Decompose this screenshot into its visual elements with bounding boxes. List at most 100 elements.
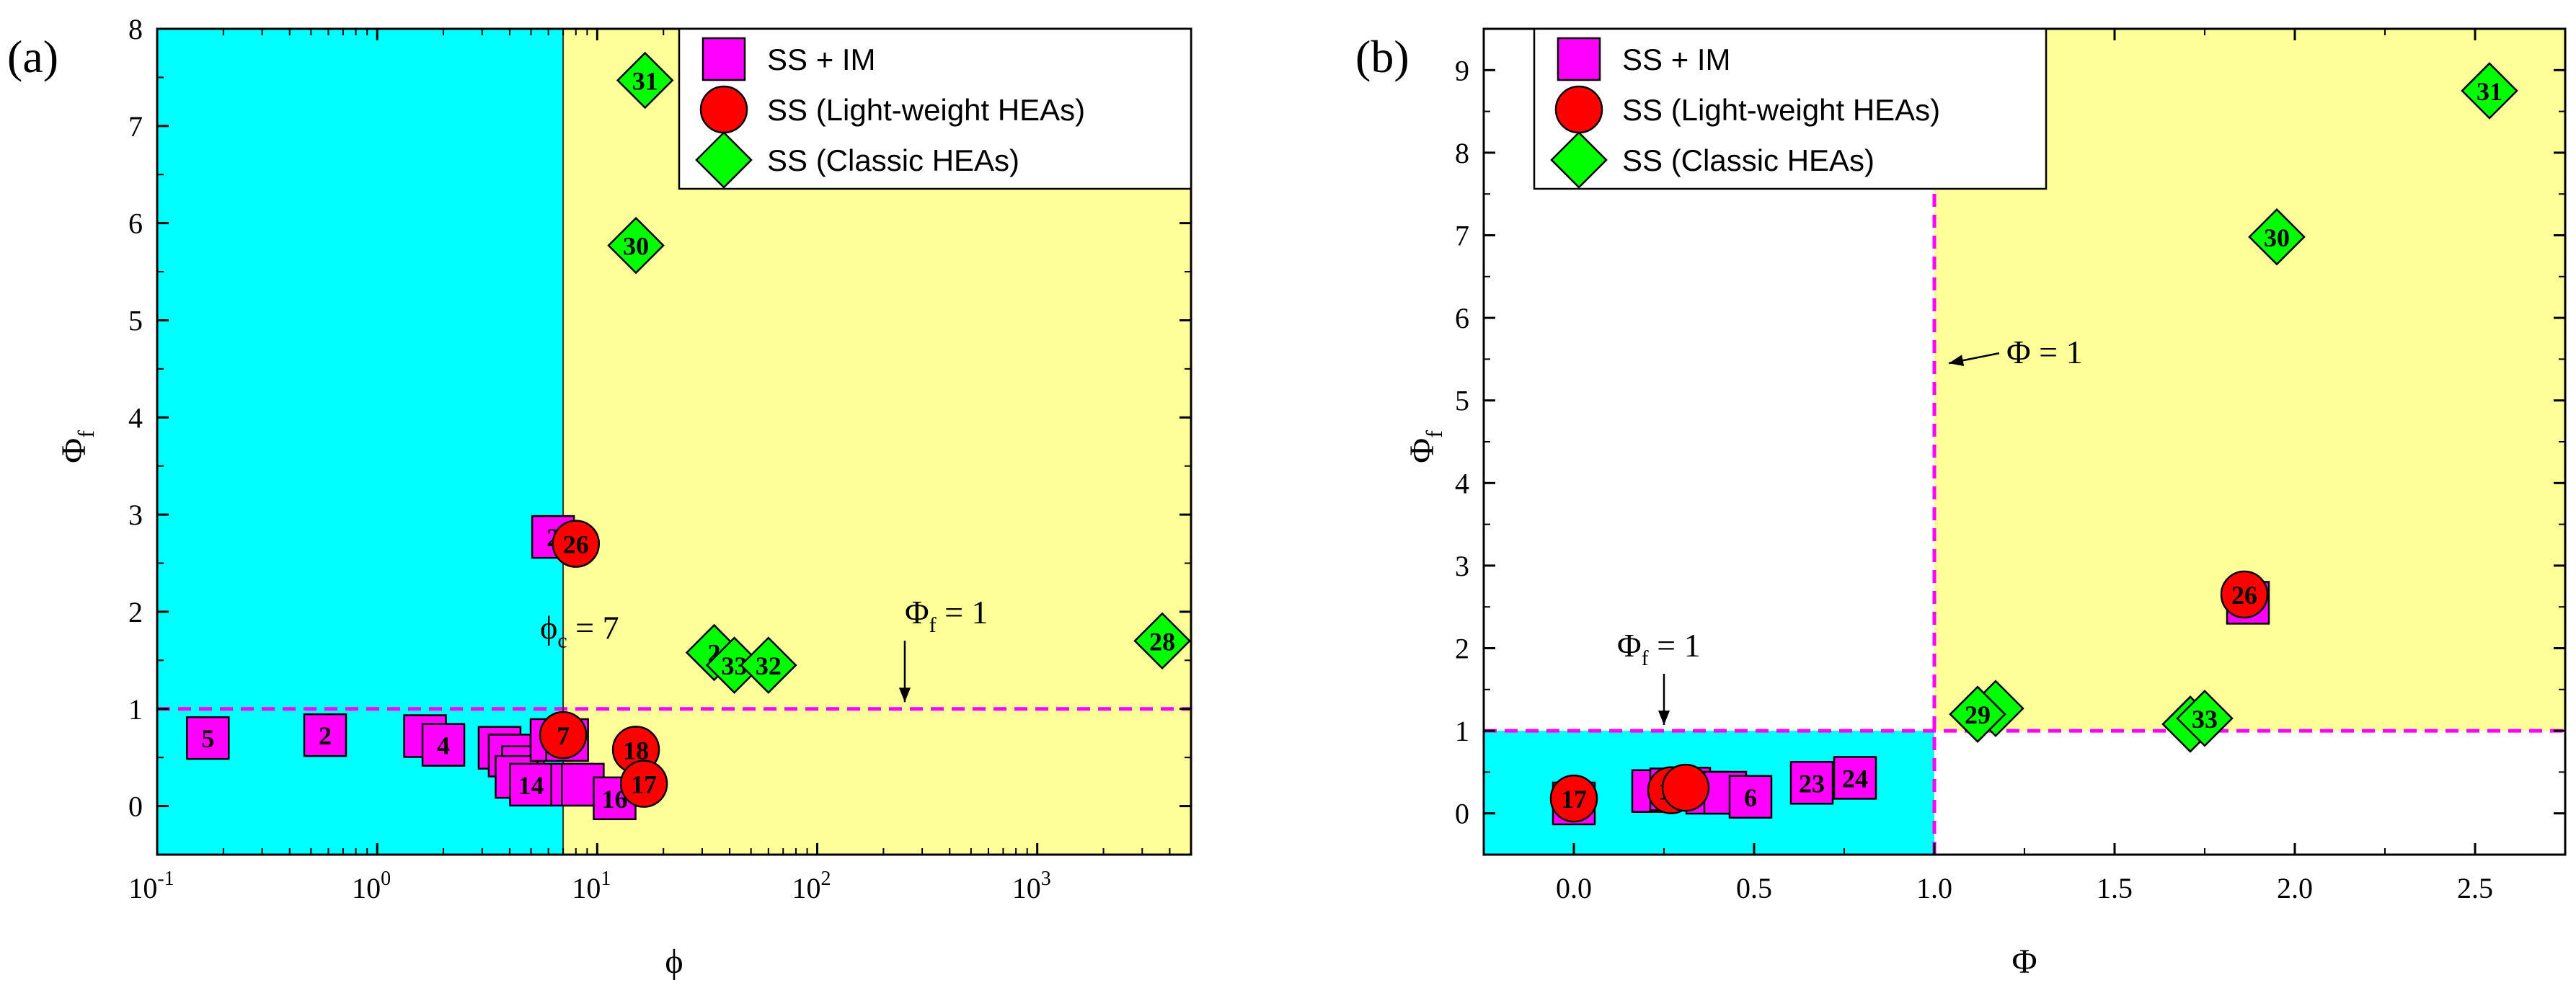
annotation-subscript: c [557, 629, 567, 653]
x-tick-base: 10 [792, 872, 821, 904]
y-tick-label: 3 [1455, 550, 1469, 582]
x-tick-base: 10 [572, 872, 601, 904]
annotation-value: = 7 [567, 610, 619, 646]
data-point-label: 32 [756, 651, 782, 680]
data-point-square [303, 713, 348, 757]
y-tick-label: 0 [1455, 798, 1469, 830]
legend: SS + IM SS (Light-weight HEAs) SS (Classic… [678, 27, 1192, 190]
annotation-arrow-head [898, 687, 911, 703]
annotation-subscript: f [1642, 646, 1649, 670]
data-point-label: 26 [563, 530, 589, 559]
x-tick-label: 10-1 [128, 868, 174, 904]
y-axis-label-sub: f [73, 430, 99, 438]
data-point-circle [552, 520, 601, 568]
annotation-value: = 1 [1649, 627, 1701, 664]
y-tick-label: 2 [1455, 633, 1469, 665]
data-point-label: 4 [437, 731, 450, 760]
legend-marker-square [701, 37, 746, 81]
data-point-circle [619, 760, 668, 808]
legend-label: SS (Classic HEAs) [1622, 143, 1875, 177]
data-point-circle [539, 711, 588, 760]
y-tick-label: 2 [128, 596, 143, 628]
data-point-label: 5 [201, 724, 214, 753]
data-point-label: 30 [2264, 223, 2290, 252]
data-point-square [1789, 761, 1834, 805]
data-point-diamond [607, 216, 665, 275]
y-tick-label: 5 [1455, 385, 1469, 417]
x-tick-label: 103 [1012, 868, 1051, 904]
data-point-label: 17 [1561, 785, 1587, 814]
x-tick-label: 102 [792, 868, 831, 904]
y-tick-label: 5 [128, 304, 143, 337]
data-point-label: 7 [557, 721, 570, 750]
y-axis-label-sub: f [1421, 430, 1447, 438]
data-point-label: 26 [2231, 581, 2257, 610]
y-tick-label: 7 [1455, 220, 1469, 252]
y-tick-label: 9 [1455, 54, 1469, 86]
y-tick-label: 6 [1455, 302, 1469, 334]
x-tick-base: 10 [1012, 872, 1041, 904]
legend-marker-circle [1554, 85, 1603, 134]
legend-box [678, 27, 1192, 190]
y-tick-label: 8 [128, 13, 143, 45]
annotation-value: = 1 [937, 594, 988, 631]
y-tick-label: 4 [1455, 467, 1469, 499]
x-axis-label: ϕ [665, 943, 683, 981]
data-point-label: 30 [623, 232, 649, 261]
legend-marker-square [1557, 37, 1601, 81]
legend-marker-diamond [1550, 131, 1608, 189]
y-axis-label-main: Φ [1403, 438, 1441, 463]
plot-frame [156, 27, 1192, 856]
data-point-diamond [2248, 208, 2306, 266]
annotation-arrow-head [1658, 711, 1670, 726]
y-tick-label: 4 [128, 401, 143, 434]
phic-annotation: ϕc = 7 [540, 610, 619, 653]
legend-label: SS + IM [767, 43, 876, 76]
panel-label: (b) [1355, 31, 1409, 82]
series-square: 52431413162 [186, 515, 637, 821]
series-diamond: 31 30 29 33 [1949, 62, 2518, 753]
annotation-symbol: Φ [905, 594, 929, 631]
x-axis-label: Φ [2011, 943, 2037, 981]
data-point-square [421, 723, 466, 767]
x-tick-label: 0.5 [1736, 872, 1772, 904]
y-tick-label: 8 [1455, 137, 1469, 169]
x-tick-label: 100 [352, 868, 391, 904]
legend-box [1533, 27, 2048, 190]
x-tick-base: 10 [128, 872, 157, 904]
x-tick-label: 2.5 [2457, 872, 2493, 904]
data-point-label: 24 [1842, 764, 1868, 793]
annotation-arrow-head [1949, 355, 1965, 367]
x-tick-exponent: 0 [381, 868, 391, 890]
data-point-label: 14 [518, 771, 544, 800]
legend-marker-diamond [695, 131, 753, 189]
x-tick-label: 1.5 [2097, 872, 2133, 904]
data-point-label: 2 [319, 721, 332, 750]
legend-label: SS (Light-weight HEAs) [1622, 93, 1940, 127]
data-point-diamond [2461, 62, 2518, 120]
data-point-label: 17 [631, 770, 657, 799]
data-point-label: 28 [1149, 627, 1175, 656]
data-point-diamond [2176, 690, 2234, 747]
y-axis-label-main: Φ [55, 438, 93, 463]
x-tick-exponent: 1 [601, 868, 611, 890]
y-tick-label: 7 [128, 110, 143, 143]
series-circle: 171826 [1549, 570, 2269, 823]
data-point-diamond [1949, 685, 2006, 743]
y-axis-label: Φf [55, 430, 99, 463]
data-point-diamond [1133, 612, 1191, 670]
data-point-label: 31 [632, 66, 658, 95]
data-point-square [1728, 775, 1773, 819]
x-tick-exponent: -1 [157, 868, 174, 890]
x-tick-label: 2.0 [2277, 872, 2313, 904]
x-tick-exponent: 2 [821, 868, 831, 890]
y-tick-label: 1 [1455, 715, 1469, 747]
panel-label: (a) [7, 31, 58, 82]
x-tick-exponent: 3 [1041, 868, 1051, 890]
x-tick-label: 0.0 [1556, 872, 1592, 904]
phi-annotation: Φ = 1 [2006, 334, 2083, 370]
